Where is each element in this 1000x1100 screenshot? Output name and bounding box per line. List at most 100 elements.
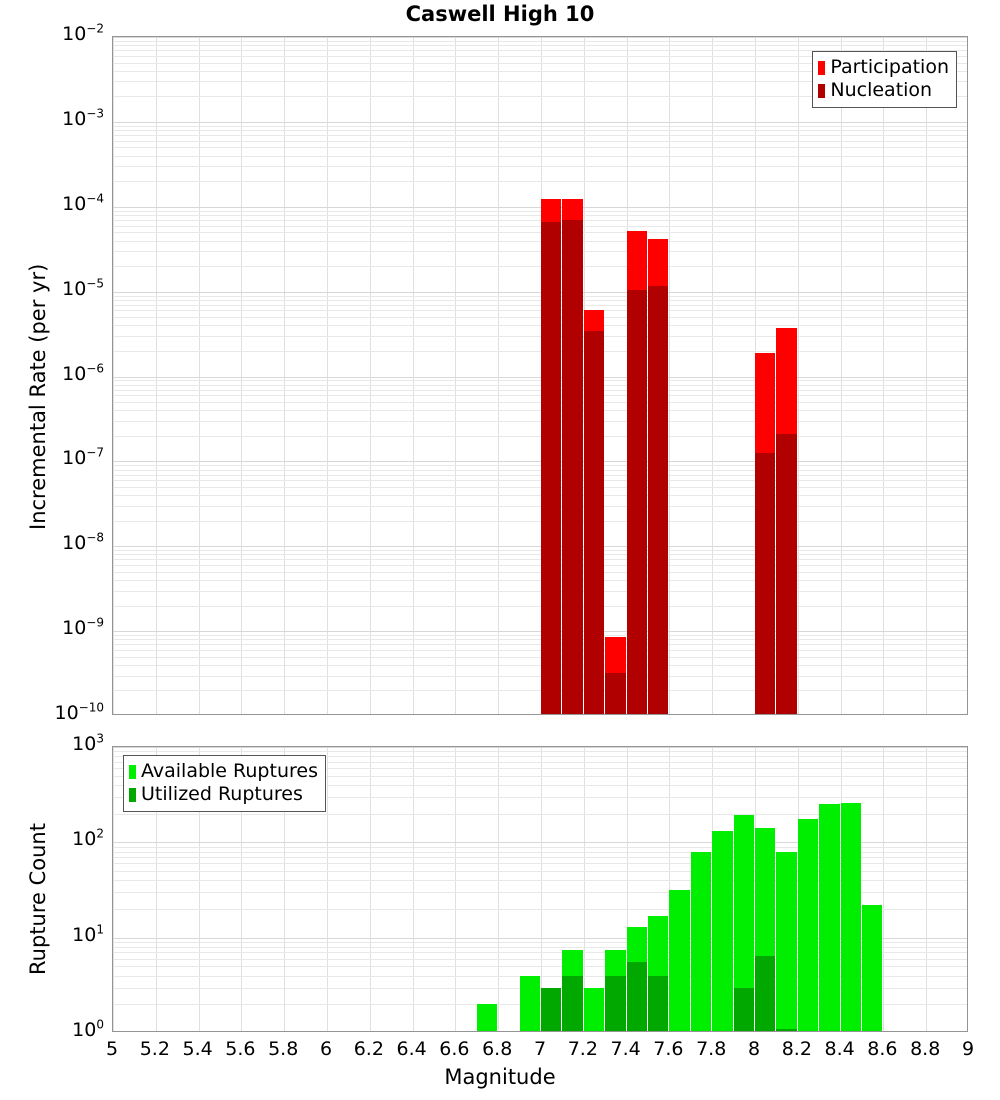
gridline-horizontal xyxy=(113,292,967,293)
gridline-vertical xyxy=(498,747,500,1031)
gridline-horizontal xyxy=(113,325,967,326)
x-axis-tick-label: 8 xyxy=(747,1038,761,1060)
y-axis-tick-label: 101 xyxy=(72,922,104,946)
gridline-horizontal xyxy=(113,207,967,208)
gridline-horizontal xyxy=(113,976,967,977)
gridline-horizontal xyxy=(113,226,967,227)
gridline-horizontal xyxy=(113,880,967,881)
legend-label-nucleation: Nucleation xyxy=(830,79,933,101)
gridline-vertical xyxy=(883,747,885,1031)
gridline-horizontal xyxy=(113,852,967,853)
bar-utilized-ruptures xyxy=(776,1029,797,1031)
y-axis-tick-label: 100 xyxy=(72,1017,104,1041)
gridline-vertical xyxy=(198,747,200,1031)
legend-label-participation: Participation xyxy=(830,56,949,78)
gridline-horizontal xyxy=(113,402,967,403)
gridline-horizontal xyxy=(113,220,967,221)
bar-available-ruptures xyxy=(519,975,540,1031)
gridline-horizontal xyxy=(113,465,967,466)
gridline-horizontal xyxy=(113,436,967,437)
gridline-horizontal xyxy=(113,81,967,82)
gridline-horizontal xyxy=(113,952,967,953)
gridline-horizontal xyxy=(113,572,967,573)
legend-swatch-utilized xyxy=(129,787,136,802)
bar-available-ruptures xyxy=(840,802,861,1031)
gridline-horizontal xyxy=(113,847,967,848)
gridline-horizontal xyxy=(113,135,967,136)
bars-rupture-count xyxy=(113,747,967,1031)
gridline-horizontal xyxy=(113,565,967,566)
gridline-horizontal xyxy=(113,122,967,123)
x-axis-tick-label: 5.2 xyxy=(139,1038,170,1060)
gridline-horizontal xyxy=(113,475,967,476)
y-axis-tick-label: 10−9 xyxy=(62,615,104,640)
gridline-horizontal xyxy=(113,554,967,555)
y-axis-tick-label: 10−5 xyxy=(62,276,104,300)
x-axis-tick-label: 6.4 xyxy=(396,1038,427,1060)
gridline-vertical xyxy=(797,37,799,714)
gridline-horizontal xyxy=(113,37,967,38)
gridline-horizontal xyxy=(113,130,967,131)
x-axis-tick-label: 6.6 xyxy=(439,1038,470,1060)
gridline-horizontal xyxy=(113,521,967,522)
gridline-vertical xyxy=(327,37,328,714)
bar-nucleation xyxy=(776,434,797,714)
bar-utilized-ruptures xyxy=(605,975,626,1031)
gridline-horizontal xyxy=(113,639,967,640)
gridline-horizontal xyxy=(113,768,967,769)
gridline-vertical xyxy=(669,747,671,1031)
legend-item-utilized-ruptures[interactable]: Utilized Ruptures xyxy=(129,783,318,806)
gridline-horizontal xyxy=(113,842,967,843)
gridline-horizontal xyxy=(113,546,967,547)
gridline-vertical xyxy=(883,37,885,714)
gridline-horizontal xyxy=(113,550,967,551)
gridline-vertical xyxy=(455,747,457,1031)
gridline-vertical xyxy=(113,37,114,714)
gridline-horizontal xyxy=(113,747,967,748)
legend-label-utilized-ruptures: Utilized Ruptures xyxy=(141,783,303,805)
gridline-horizontal xyxy=(113,336,967,337)
legend-item-participation[interactable]: Participation xyxy=(818,56,949,79)
gridline-horizontal xyxy=(113,470,967,471)
gridline-horizontal xyxy=(113,385,967,386)
y-axis-tick-label: 102 xyxy=(72,827,104,851)
y-axis-tick-label: 10−3 xyxy=(62,106,104,130)
grid-bottom xyxy=(113,747,967,1031)
gridline-vertical xyxy=(369,747,371,1031)
y-axis-tick-label: 103 xyxy=(72,731,104,755)
bar-available-ruptures xyxy=(819,803,840,1031)
gridline-horizontal xyxy=(113,310,967,311)
x-axis-tick-label: 8.4 xyxy=(824,1038,855,1060)
x-axis-tick-label: 5.6 xyxy=(225,1038,256,1060)
gridline-horizontal xyxy=(113,635,967,636)
x-axis-tick-label: 7.6 xyxy=(653,1038,684,1060)
legend-item-nucleation[interactable]: Nucleation xyxy=(818,79,949,102)
gridline-horizontal xyxy=(113,395,967,396)
bar-utilized-ruptures xyxy=(755,955,776,1031)
gridline-horizontal xyxy=(113,988,967,989)
legend-swatch-participation xyxy=(818,60,826,75)
bar-nucleation xyxy=(541,222,562,714)
legend-swatch-available xyxy=(129,764,136,779)
x-axis-tick-label: 6.8 xyxy=(482,1038,513,1060)
x-axis-tick-label: 8.8 xyxy=(910,1038,941,1060)
gridline-vertical xyxy=(926,37,928,714)
gridline-vertical xyxy=(113,747,114,1031)
x-axis-tick-label: 7.8 xyxy=(696,1038,727,1060)
y-axis-title-top: Incremental Rate (per yr) xyxy=(26,263,50,530)
x-axis-tick-label: 6 xyxy=(319,1038,333,1060)
gridline-vertical xyxy=(712,37,714,714)
y-axis-tick-label: 10−8 xyxy=(62,530,104,555)
y-axis-tick-label: 10−2 xyxy=(62,21,104,45)
gridline-horizontal xyxy=(113,251,967,252)
legend-item-available-ruptures[interactable]: Available Ruptures xyxy=(129,760,318,783)
gridline-horizontal xyxy=(113,797,967,798)
rupture-count-plot-area: Available Ruptures Utilized Ruptures xyxy=(112,746,968,1032)
gridline-horizontal xyxy=(113,676,967,677)
x-axis-tick-label: 5 xyxy=(105,1038,119,1060)
gridline-horizontal xyxy=(113,141,967,142)
gridline-vertical xyxy=(241,747,243,1031)
gridline-horizontal xyxy=(113,942,967,943)
bar-utilized-ruptures xyxy=(541,987,562,1031)
